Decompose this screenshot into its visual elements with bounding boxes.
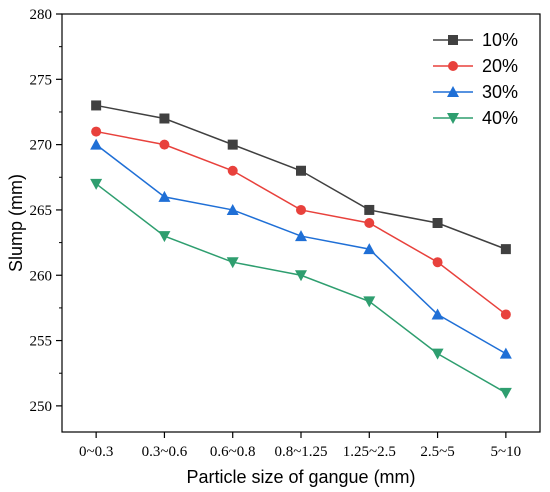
y-axis: 250 255 260 265 270 275 280 [30,7,62,415]
y-tick-label: 265 [30,203,53,219]
legend-marker [448,35,458,45]
legend-marker [447,113,459,124]
legend-item: 40% [433,108,518,128]
data-point [363,296,376,308]
y-tick-label: 255 [30,334,53,350]
x-tick-label: 0.6~0.8 [210,444,256,460]
data-point [432,257,443,268]
data-point [499,387,512,399]
data-point [227,139,238,150]
series-30-percent [90,138,512,359]
y-tick-label: 260 [30,268,53,284]
data-point [431,348,444,360]
x-axis-title: Particle size of gangue (mm) [186,467,415,487]
x-tick-label: 0.3~0.6 [142,444,188,460]
legend-label: 40% [482,108,518,128]
data-point [296,204,306,215]
series-20-percent [91,126,511,320]
series-layer [90,100,512,399]
legend-item: 10% [433,30,518,50]
data-point [159,139,170,150]
data-point [91,100,102,111]
legend-marker [448,61,458,71]
data-point [295,270,307,282]
plot-border [61,13,541,433]
data-point [499,347,512,359]
legend-label: 30% [482,82,518,102]
legend: 10% 20% 30% 40% [433,30,518,128]
y-tick-label: 270 [30,138,53,154]
legend-marker [447,86,459,97]
x-axis: 0~0.3 0.3~0.6 0.6~0.8 0.8~1.25 1.25~2.5 2.5~5… [79,432,521,460]
y-axis-title: Slump (mm) [6,174,26,272]
x-tick-label: 5~10 [491,444,522,460]
x-tick-label: 0.8~1.25 [274,444,327,460]
data-point [158,190,171,202]
data-point [159,113,170,124]
series-line [96,104,507,250]
data-point [363,243,376,255]
x-tick-label: 1.25~2.5 [343,444,396,460]
data-point [91,126,102,137]
legend-label: 10% [482,30,518,50]
legend-item: 20% [433,56,518,76]
x-tick-label: 0~0.3 [79,444,113,460]
y-tick-label: 280 [30,7,53,23]
series-40-percent [90,178,512,399]
data-point [364,218,375,228]
data-point [227,165,238,176]
data-point [226,203,239,215]
data-point [500,309,511,320]
series-line [96,130,507,316]
legend-item: 30% [433,82,518,102]
series-10-percent [91,100,511,255]
plot-area [61,13,541,433]
series-line [95,144,507,355]
data-point [432,218,443,228]
data-point [295,230,307,242]
x-tick-label: 2.5~5 [420,444,454,460]
y-tick-label: 250 [30,399,53,415]
data-point [364,204,375,215]
data-point [90,138,103,150]
data-point [158,231,171,243]
data-point [431,308,444,320]
data-point [90,178,103,190]
y-tick-label: 275 [30,72,53,88]
data-point [226,257,239,269]
data-point [296,165,306,176]
series-line [95,183,507,394]
data-point [500,244,511,255]
legend-label: 20% [482,56,518,76]
